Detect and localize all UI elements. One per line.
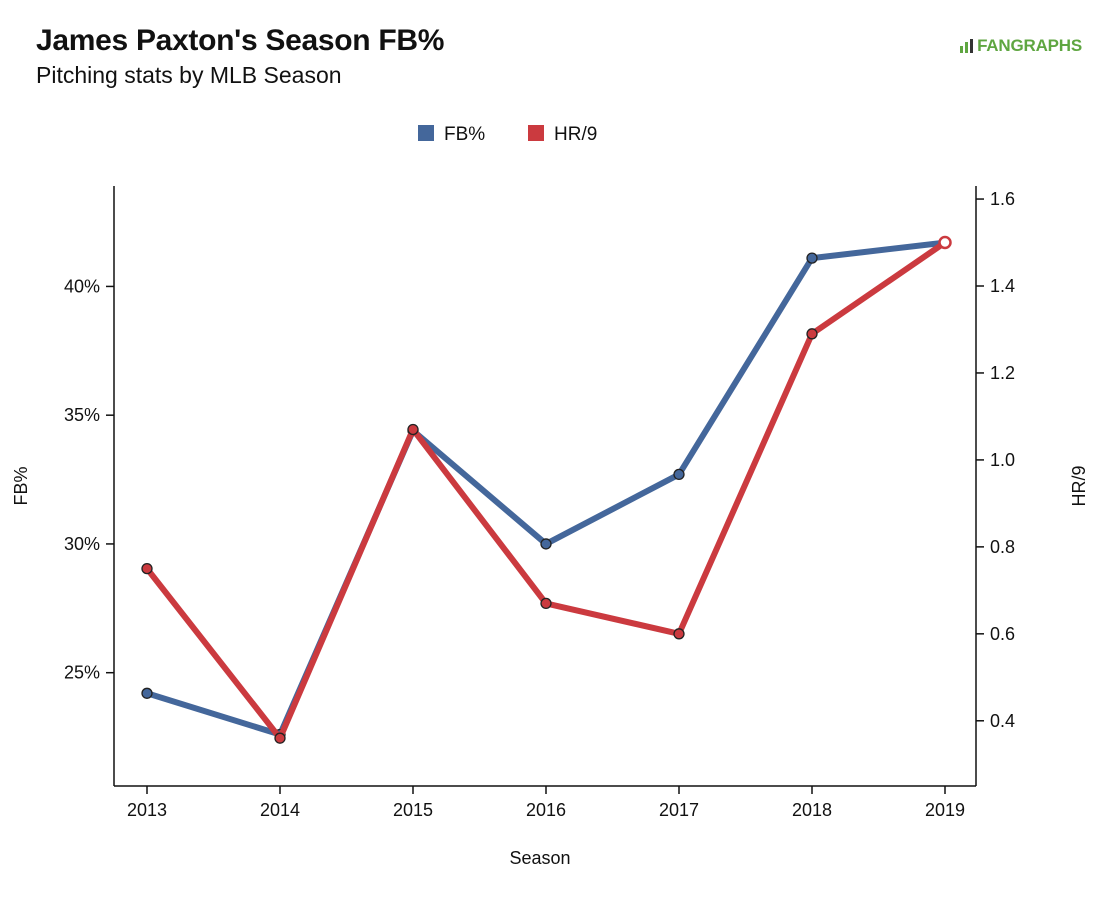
- legend-label: HR/9: [554, 124, 597, 145]
- y-right-tick-label: 1.4: [990, 276, 1015, 296]
- x-tick-label: 2019: [925, 800, 965, 820]
- data-point-hr-9: [274, 732, 286, 744]
- data-point-fb: [806, 252, 818, 264]
- legend-label: FB%: [444, 124, 485, 145]
- data-point-fb: [141, 687, 153, 699]
- series-line-hr-9: [144, 239, 948, 742]
- logo-mark-icon: [960, 39, 974, 53]
- y-axis-right-label: HR/9: [1069, 465, 1089, 506]
- y-left-tick-label: 35%: [64, 405, 100, 425]
- data-point-hr-9: [141, 562, 153, 575]
- x-tick-label: 2014: [260, 800, 300, 820]
- data-point-hr-9: [938, 235, 952, 250]
- x-tick-label: 2013: [127, 800, 167, 820]
- y-right-tick-label: 0.6: [990, 624, 1015, 644]
- logo-text: FANGRAPHS: [977, 36, 1082, 55]
- y-right-tick-label: 1.6: [990, 189, 1015, 209]
- y-right-tick-label: 0.4: [990, 711, 1015, 731]
- data-point-hr-9: [407, 423, 419, 436]
- data-point-hr-9: [540, 597, 552, 610]
- y-right-tick-label: 1.0: [990, 450, 1015, 470]
- x-tick-label: 2016: [526, 800, 566, 820]
- y-left-tick-label: 30%: [64, 534, 100, 554]
- legend: FB% HR/9: [418, 124, 597, 145]
- data-point-fb: [673, 468, 685, 481]
- y-left-tick-label: 25%: [64, 663, 100, 683]
- x-tick-label: 2017: [659, 800, 699, 820]
- x-tick-label: 2018: [792, 800, 832, 820]
- x-axis-label: Season: [509, 848, 570, 868]
- data-point-hr-9: [673, 628, 685, 640]
- series-line-fb: [144, 239, 948, 738]
- y-right-tick-label: 1.2: [990, 363, 1015, 383]
- axes: 2013 2014 2015 2016 2017 2018 2019 25% 30% 35% 40%…: [64, 186, 1015, 820]
- chart-title: James Paxton's Season FB%: [36, 24, 445, 57]
- series-layer: [141, 235, 952, 744]
- legend-swatch: [528, 125, 544, 141]
- data-point-fb: [540, 538, 552, 550]
- legend-swatch: [418, 125, 434, 141]
- data-point-hr-9: [806, 328, 818, 340]
- y-left-tick-label: 40%: [64, 276, 100, 296]
- y-right-tick-label: 0.8: [990, 537, 1015, 557]
- chart-subtitle: Pitching stats by MLB Season: [36, 62, 342, 88]
- y-axis-left-label: FB%: [11, 466, 31, 505]
- fangraphs-logo: FANGRAPHS: [959, 36, 1082, 56]
- x-tick-label: 2015: [393, 800, 433, 820]
